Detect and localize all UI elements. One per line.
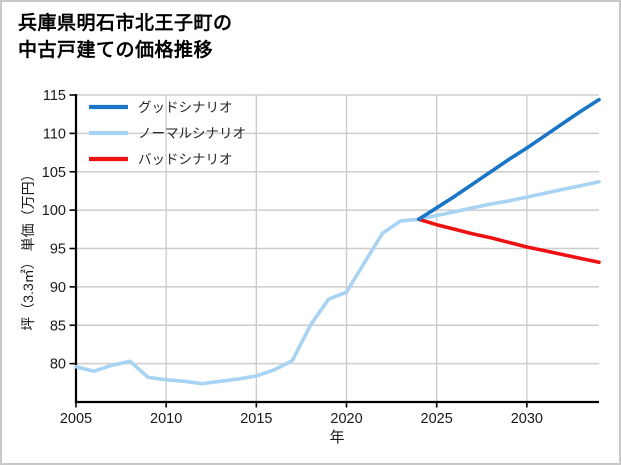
x-axis-label: 年 — [329, 429, 345, 446]
y-tick-label: 90 — [50, 280, 66, 296]
x-tick-label: 2030 — [511, 411, 543, 427]
bad-scenario-line — [416, 217, 601, 265]
chart-title-line2: 中古戸建ての価格推移 — [18, 40, 214, 61]
y-tick-label: 115 — [43, 88, 66, 104]
good-scenario-legend-label: グッドシナリオ — [138, 100, 233, 115]
x-tick-label: 2025 — [421, 411, 453, 427]
y-axis-label: 坪（3.3㎡） 単価（万円） — [20, 167, 36, 331]
chart-title-line1: 兵庫県明石市北王子町の — [18, 13, 233, 34]
chart-title: 兵庫県明石市北王子町の 中古戸建ての価格推移 — [18, 10, 233, 64]
x-tick-label: 2005 — [60, 411, 92, 427]
y-tick-label: 95 — [50, 242, 66, 258]
normal-scenario-legend-label: ノーマルシナリオ — [138, 126, 246, 141]
bad-scenario-legend-label: バッドシナリオ — [138, 152, 233, 167]
y-tick-label: 110 — [43, 126, 66, 142]
y-tick-label: 105 — [42, 165, 66, 181]
y-tick-label: 85 — [50, 318, 66, 334]
good-scenario-line — [416, 97, 601, 222]
x-tick-label: 2010 — [150, 411, 182, 427]
x-tick-label: 2020 — [330, 411, 362, 427]
y-tick-label: 80 — [50, 357, 66, 373]
y-tick-label: 100 — [42, 203, 66, 219]
normal-scenario-line — [74, 179, 601, 386]
x-tick-label: 2015 — [240, 411, 272, 427]
